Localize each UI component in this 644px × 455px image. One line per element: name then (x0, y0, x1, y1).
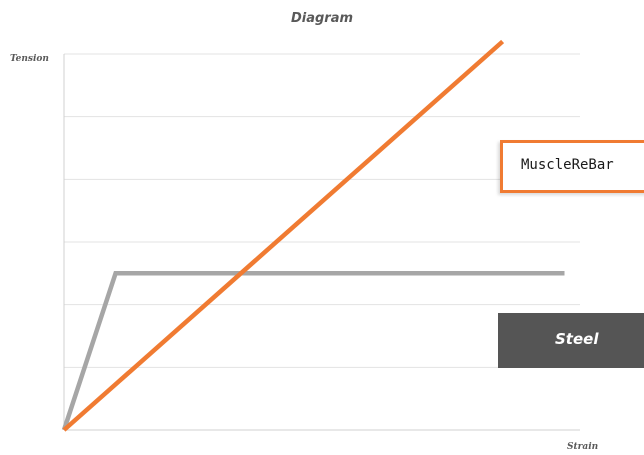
series-line-steel (61, 271, 565, 431)
series-line-musclerebar (62, 39, 505, 432)
y-axis-label: Tension (10, 54, 49, 64)
chart-title: Diagram (290, 11, 354, 26)
x-axis-label: Strain (567, 442, 599, 452)
steel-callout-label: Steel (555, 330, 599, 348)
steel-callout: Steel (498, 313, 644, 368)
musclerebar-callout: MuscleReBar (500, 140, 644, 193)
musclerebar-callout-label: MuscleReBar (521, 157, 614, 173)
